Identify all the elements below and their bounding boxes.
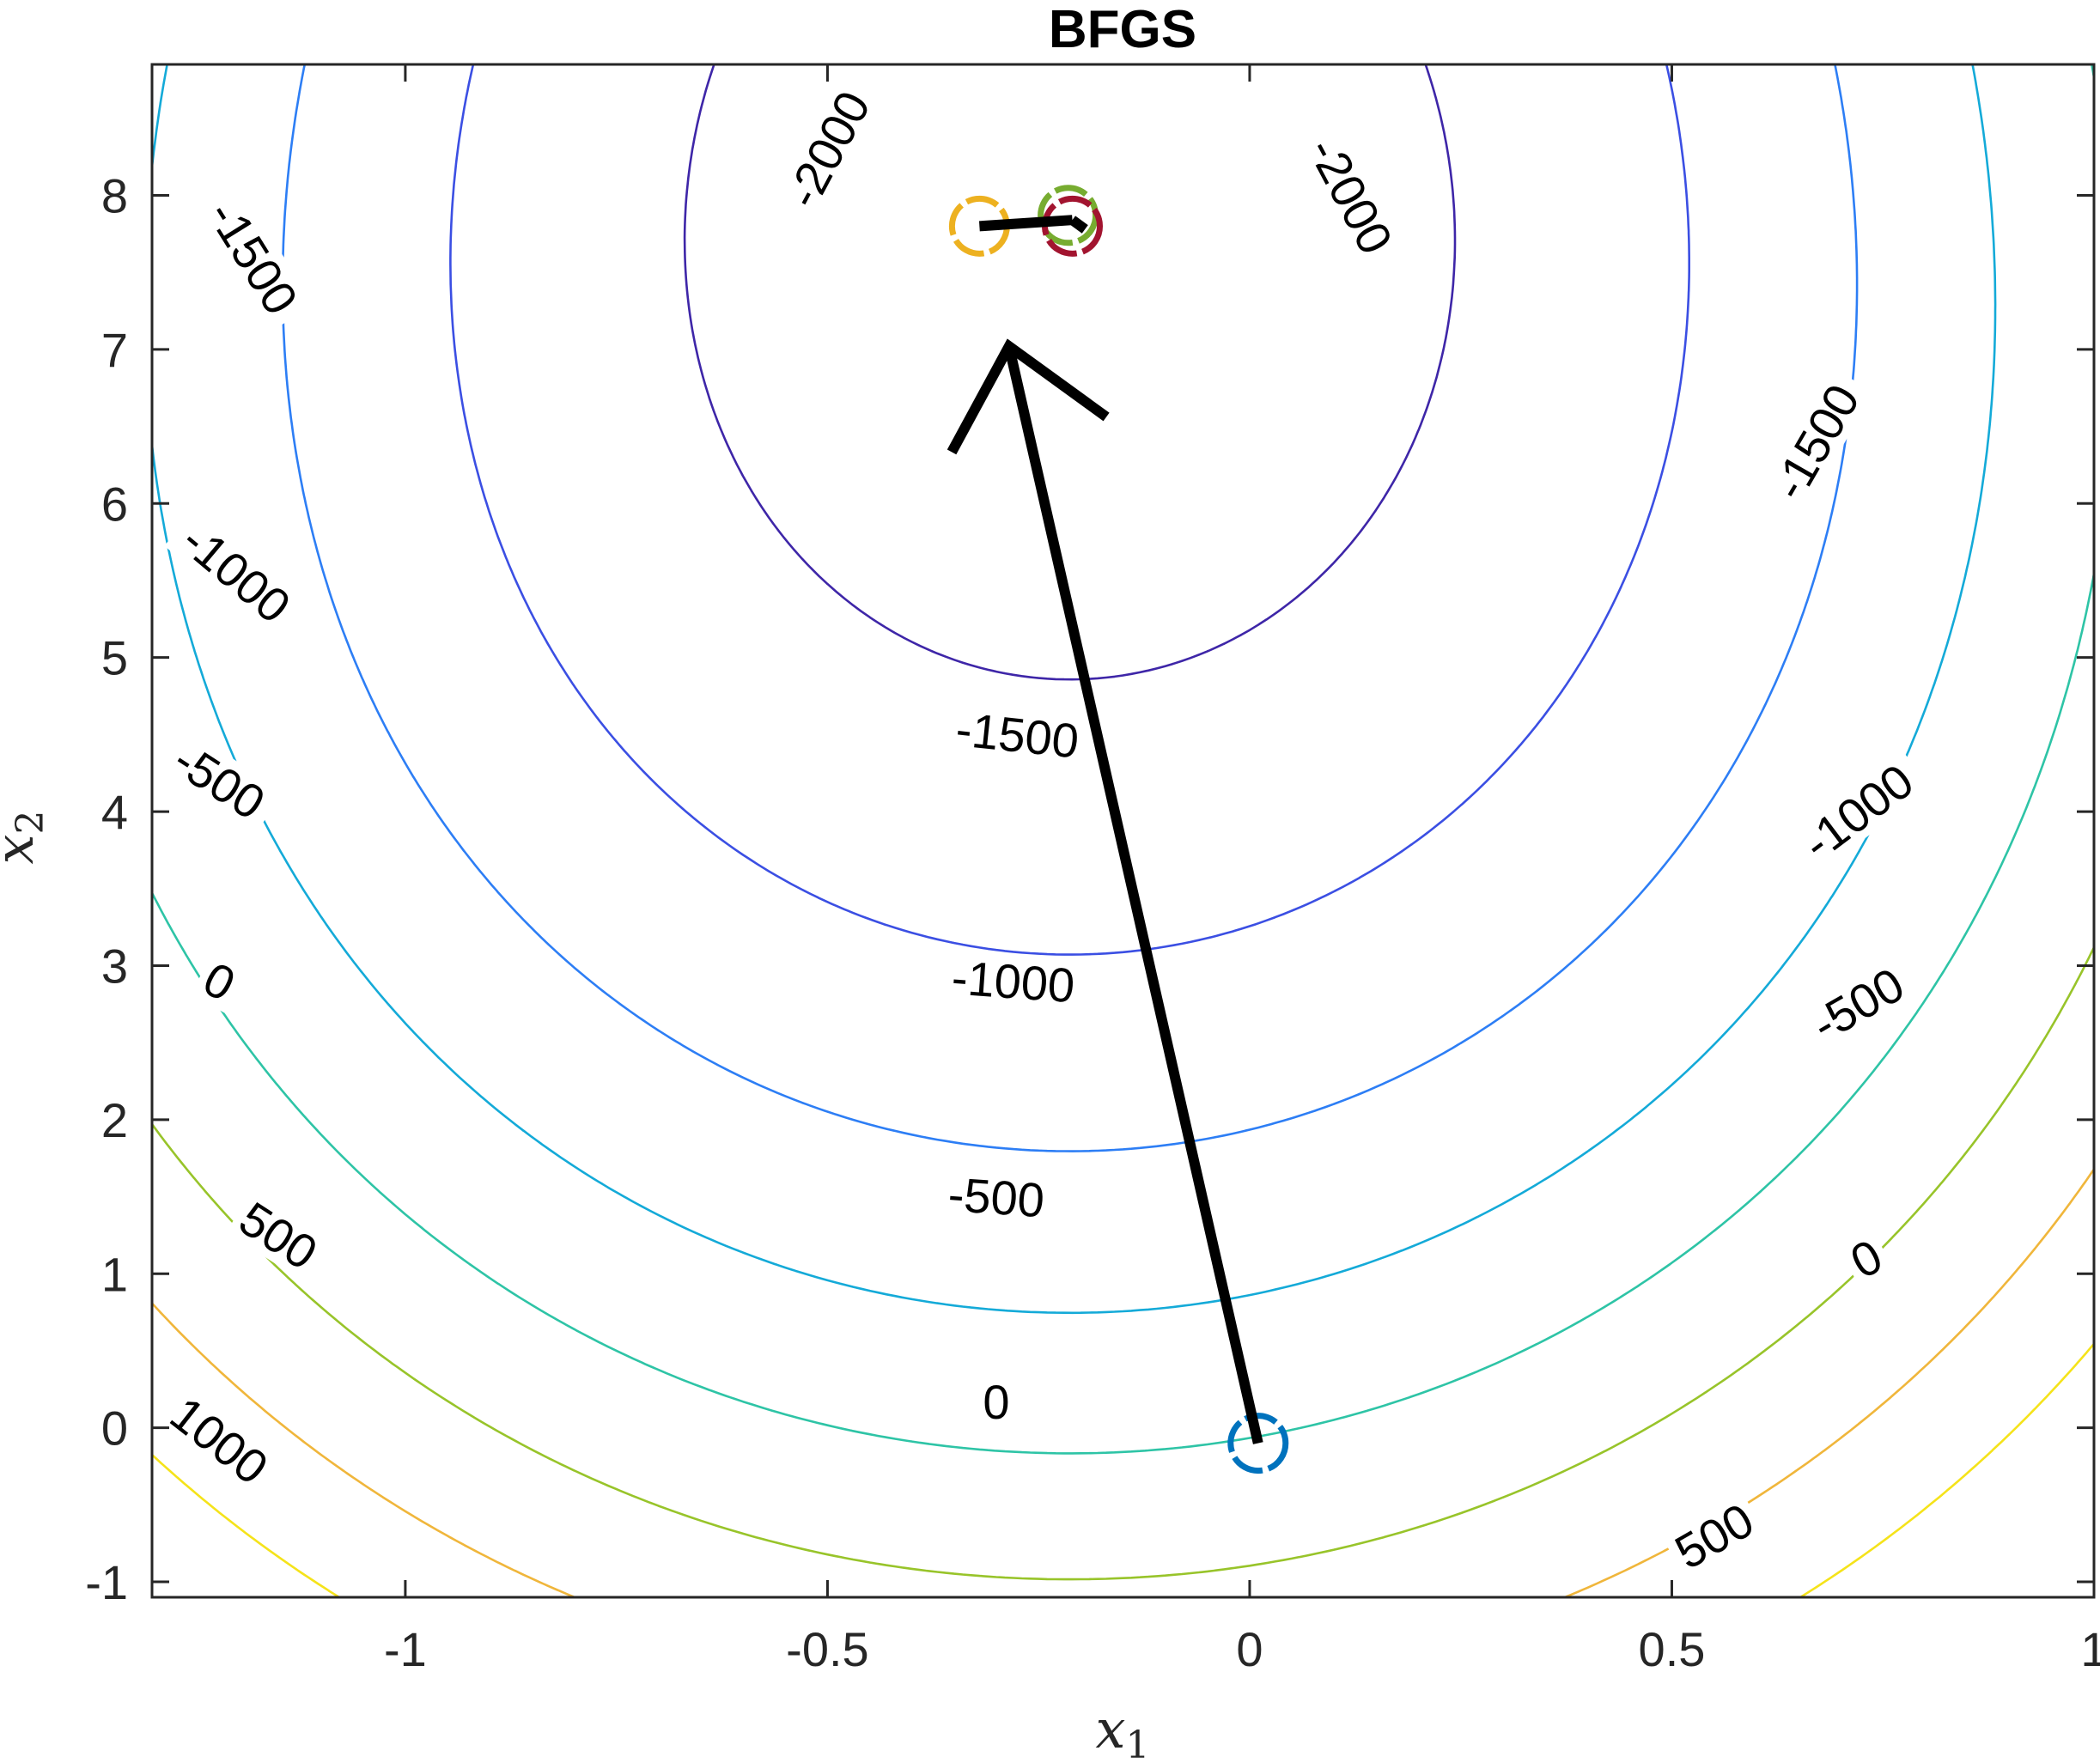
contour-label-gap — [942, 701, 1093, 769]
y-axis-label-base: x — [0, 834, 46, 864]
y-tick-label: 2 — [101, 1093, 128, 1147]
contour-label-gap — [155, 726, 283, 835]
y-tick-label: 5 — [101, 631, 128, 685]
y-tick-label: -1 — [85, 1555, 128, 1609]
contour-labels: -2000 -2000-1500-1500-1500-1000-1000-1000… — [155, 73, 1932, 1581]
step-line — [1068, 216, 1088, 234]
y-axis-label-subscript: 2 — [9, 811, 52, 835]
y-tick-label: 6 — [101, 477, 128, 531]
contour-label-gap — [190, 949, 249, 1013]
y-axis-label: x2 — [0, 811, 52, 865]
y-tick-label: 8 — [101, 168, 128, 222]
contour-label: -1500 — [942, 701, 1093, 769]
contour-label-text: -500 — [947, 1167, 1046, 1228]
contour-label-gap — [156, 1383, 283, 1498]
contour-line — [152, 945, 2094, 1581]
x-axis-ticks: -1 -0.5 0 0.5 1 — [384, 64, 2100, 1676]
x-tick-label: -0.5 — [786, 1622, 869, 1676]
step-line — [1003, 344, 1263, 1444]
contour-line — [152, 1342, 2094, 1597]
contour-line — [152, 64, 2094, 1455]
x-tick-label: 0 — [1236, 1622, 1263, 1676]
contour-label-gap — [226, 1189, 332, 1282]
step-line — [978, 215, 1073, 232]
contour-label-text: -1000 — [950, 950, 1076, 1012]
y-tick-label: 0 — [101, 1401, 128, 1456]
contour-label: 0 — [977, 1375, 1016, 1429]
x-axis-label-base: x — [1096, 1698, 1126, 1760]
contour-label-gap — [1793, 951, 1922, 1056]
y-axis-ticks: -1 0 1 2 3 4 5 6 7 8 — [85, 168, 2094, 1609]
contour-label: -1000 — [939, 950, 1088, 1012]
contour-line — [683, 64, 1457, 681]
iterate-marker — [1227, 1413, 1289, 1474]
contour-label-gap — [939, 950, 1088, 1012]
y-tick-label: 3 — [101, 939, 128, 993]
x-axis-label-subscript: 1 — [1125, 1723, 1149, 1763]
plot-frame — [150, 63, 2096, 1599]
contour-label-gap — [1836, 1226, 1896, 1291]
contour-label-gap — [977, 1376, 1016, 1428]
y-tick-label: 1 — [101, 1247, 128, 1301]
contour-label-gap — [1784, 747, 1932, 876]
contour-label-text: -1500 — [953, 702, 1081, 769]
x-tick-label: 0.5 — [1639, 1622, 1706, 1676]
contour-label-gap — [1661, 1490, 1767, 1581]
contour-label: -500 — [935, 1166, 1057, 1228]
contour-label-gap — [192, 181, 314, 332]
y-tick-label: 7 — [101, 323, 128, 377]
contour-label-gap — [1756, 366, 1874, 518]
contour-label-gap — [935, 1166, 1057, 1227]
y-tick-label: 4 — [101, 785, 128, 839]
x-tick-label: 1 — [2080, 1622, 2100, 1676]
contour-label-gap — [1293, 119, 1409, 272]
contour-label-gap — [164, 506, 309, 640]
step-arrows — [947, 215, 1263, 1444]
contour-label-gap — [770, 73, 885, 226]
x-axis-label: x1 — [1096, 1698, 1150, 1763]
step-arrowhead — [947, 338, 1110, 455]
contour-line — [449, 64, 1690, 956]
contour-line — [281, 64, 1859, 1152]
contour-label-text: 0 — [983, 1375, 1009, 1429]
x-tick-label: -1 — [384, 1622, 427, 1676]
chart-title: BFGS — [1049, 0, 1196, 59]
